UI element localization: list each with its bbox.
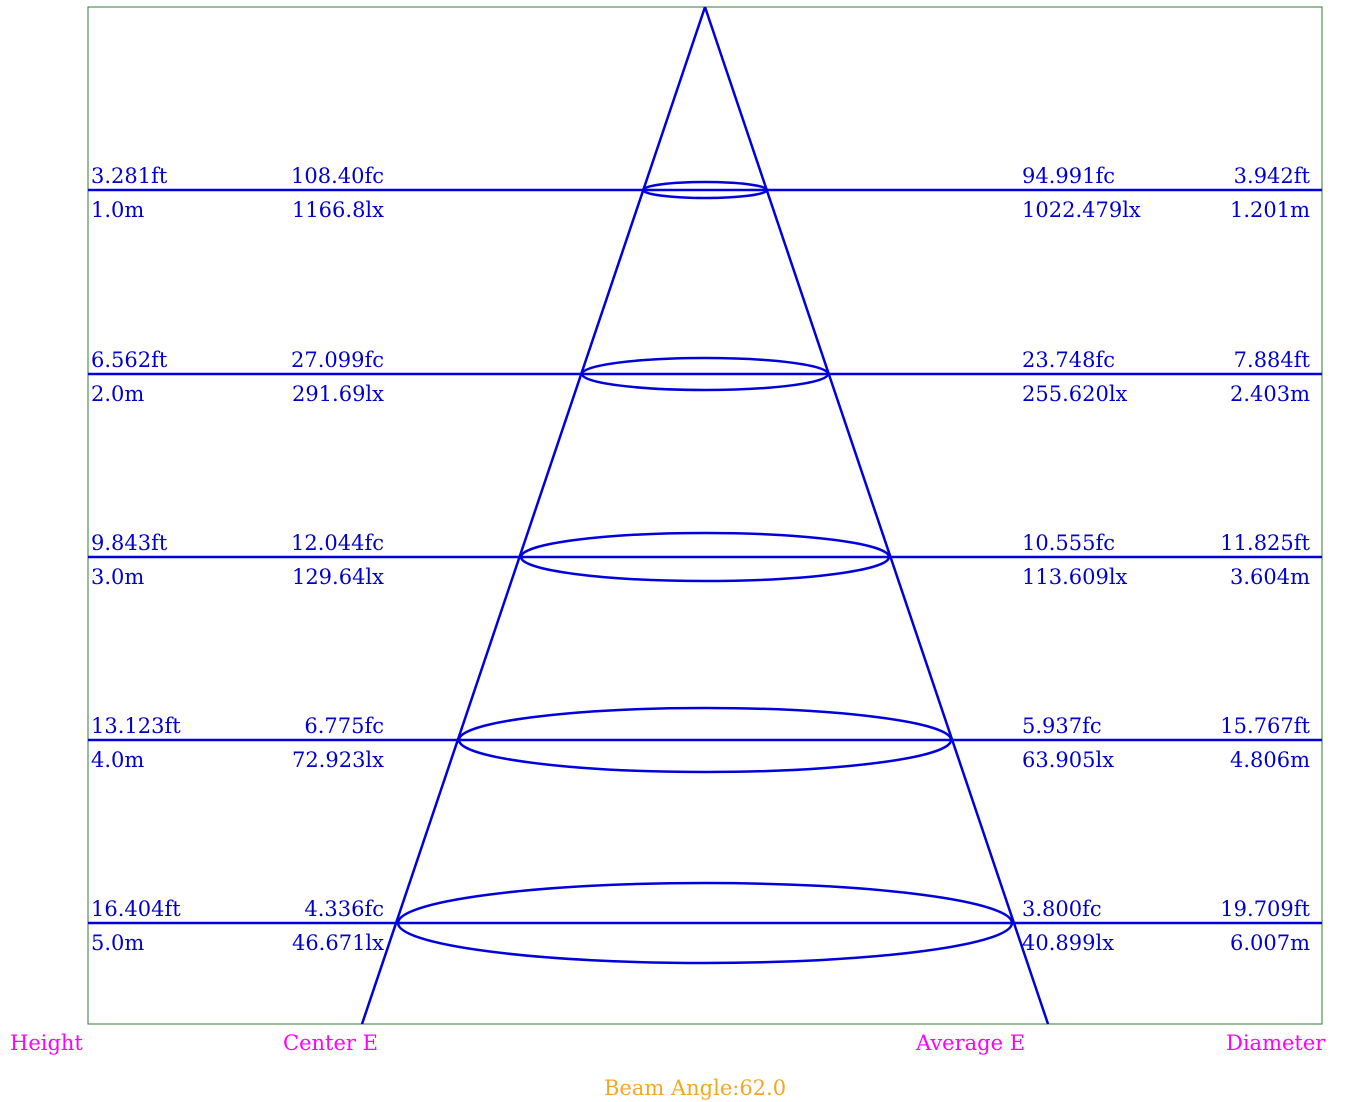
height-m-label: 4.0m (91, 748, 144, 772)
beam-ellipse-2 (580, 356, 830, 392)
center-lx-label: 1166.8lx (292, 198, 384, 222)
footer-height-label: Height (10, 1031, 83, 1055)
height-m-label: 1.0m (91, 198, 144, 222)
diameter-m-label: 1.201m (1230, 198, 1310, 222)
average-fc-label: 23.748fc (1022, 348, 1115, 372)
beam-ellipse-1 (641, 180, 769, 200)
center-lx-label: 129.64lx (292, 565, 384, 589)
center-fc-label: 6.775fc (304, 714, 384, 738)
height-ft-label: 16.404ft (91, 897, 181, 921)
center-lx-label: 72.923lx (292, 748, 384, 772)
center-fc-label: 108.40fc (291, 164, 384, 188)
height-ft-label: 13.123ft (91, 714, 181, 738)
diameter-ft-label: 7.884ft (1234, 348, 1311, 372)
height-m-label: 2.0m (91, 382, 144, 406)
diameter-ft-label: 19.709ft (1220, 897, 1310, 921)
average-fc-label: 10.555fc (1022, 531, 1115, 555)
beam-ellipse-3 (519, 531, 891, 583)
footer-diameter-label: Diameter (1226, 1031, 1326, 1055)
beam-ellipse-4 (457, 706, 953, 774)
height-m-label: 3.0m (91, 565, 144, 589)
diameter-ft-label: 15.767ft (1220, 714, 1310, 738)
height-ft-label: 3.281ft (91, 164, 168, 188)
average-lx-label: 63.905lx (1022, 748, 1114, 772)
height-ft-label: 9.843ft (91, 531, 168, 555)
center-lx-label: 291.69lx (292, 382, 384, 406)
average-fc-label: 5.937fc (1022, 714, 1102, 738)
diameter-m-label: 4.806m (1230, 748, 1310, 772)
beam-angle-label: Beam Angle:62.0 (604, 1076, 786, 1100)
level-labels: 3.281ft 1.0m 108.40fc 1166.8lx 94.991fc 1022.… (91, 164, 1311, 955)
diameter-m-label: 2.403m (1230, 382, 1310, 406)
height-m-label: 5.0m (91, 931, 144, 955)
levels-layer (88, 188, 1322, 925)
center-fc-label: 12.044fc (291, 531, 384, 555)
diameter-ft-label: 3.942ft (1234, 164, 1311, 188)
height-ft-label: 6.562ft (91, 348, 168, 372)
footer-average-e-label: Average E (915, 1031, 1025, 1055)
diameter-m-label: 3.604m (1230, 565, 1310, 589)
beam-ellipse-5 (396, 881, 1014, 965)
average-lx-label: 113.609lx (1022, 565, 1128, 589)
beam-cone (360, 6, 1050, 1025)
diagram-frame (87, 6, 1323, 1025)
footer-center-e-label: Center E (283, 1031, 378, 1055)
average-lx-label: 255.620lx (1022, 382, 1128, 406)
cone-left-edge (360, 6, 707, 1025)
average-fc-label: 3.800fc (1022, 897, 1102, 921)
center-fc-label: 27.099fc (291, 348, 384, 372)
diameter-m-label: 6.007m (1230, 931, 1310, 955)
average-fc-label: 94.991fc (1022, 164, 1115, 188)
cone-right-edge (703, 6, 1050, 1025)
diameter-ft-label: 11.825ft (1220, 531, 1310, 555)
average-lx-label: 1022.479lx (1022, 198, 1141, 222)
center-fc-label: 4.336fc (304, 897, 384, 921)
average-lx-label: 40.899lx (1022, 931, 1114, 955)
center-lx-label: 46.671lx (292, 931, 384, 955)
